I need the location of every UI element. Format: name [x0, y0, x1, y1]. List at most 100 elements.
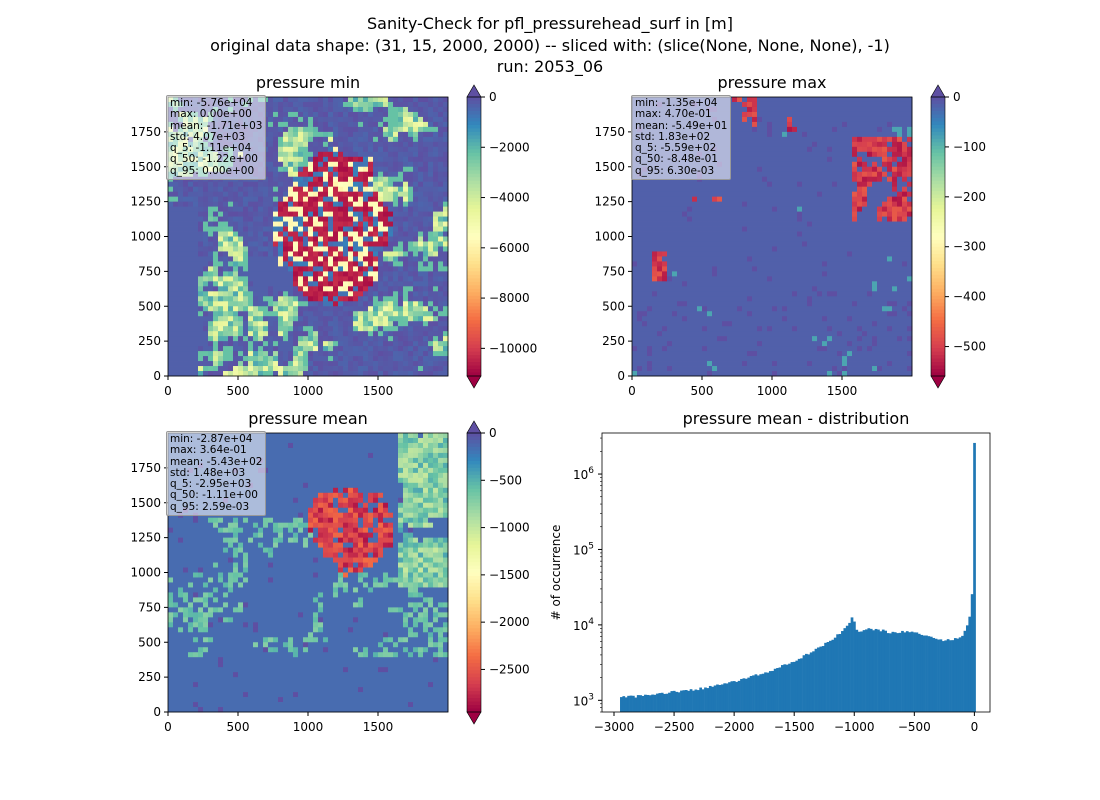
heatmap-cell [363, 341, 369, 347]
heatmap-cell [742, 181, 748, 188]
heatmap-cell [228, 201, 234, 208]
heatmap-cell [687, 181, 693, 188]
heatmap-cell [403, 126, 409, 133]
heatmap-cell [383, 181, 389, 188]
heatmap-cell [762, 171, 768, 178]
heatmap-cell [333, 341, 339, 347]
heatmap-cell [288, 121, 294, 128]
heatmap-cell [308, 326, 314, 332]
heatmap-cell [403, 136, 409, 143]
heatmap-cell [313, 151, 319, 158]
heatmap-cell [782, 106, 788, 113]
heatmap-cell [258, 371, 264, 377]
heatmap-cell [418, 226, 424, 232]
heatmap-cell [318, 196, 324, 203]
heatmap-cell [408, 126, 414, 133]
heatmap-cell [438, 251, 444, 257]
heatmap-cell [288, 97, 294, 103]
heatmap-cell [772, 341, 778, 347]
heatmap-cell [433, 136, 439, 143]
heatmap-cell [273, 336, 279, 342]
heatmap-cell [767, 201, 773, 208]
heatmap-cell [383, 366, 389, 372]
heatmap-cell [408, 156, 414, 163]
heatmap-cell [732, 306, 738, 312]
heatmap-cell [782, 97, 788, 103]
heatmap-cell [238, 261, 244, 267]
heatmap-cell [697, 356, 703, 362]
heatmap-cell [712, 316, 718, 322]
heatmap-cell [722, 246, 728, 252]
heatmap-cell [438, 191, 444, 198]
heatmap-cell [348, 226, 354, 232]
heatmap-cell [378, 201, 384, 208]
heatmap-cell [303, 216, 309, 222]
heatmap-cell [747, 136, 753, 143]
colorbar-segment [467, 267, 481, 272]
heatmap-cell [702, 201, 708, 208]
heatmap-cell [283, 171, 289, 178]
heatmap-cell [248, 356, 254, 362]
heatmap-cell [657, 181, 663, 188]
heatmap-cell [747, 131, 753, 138]
heatmap-cell [697, 311, 703, 317]
heatmap-cell [333, 216, 339, 222]
heatmap-cell [358, 236, 364, 242]
heatmap-cell [383, 331, 389, 337]
heatmap-cell [782, 351, 788, 357]
heatmap-cell [702, 241, 708, 247]
heatmap-cell [677, 366, 683, 372]
heatmap-cell [742, 326, 748, 332]
heatmap-cell [353, 331, 359, 337]
heatmap-cell [368, 206, 374, 212]
heatmap-cell [248, 271, 254, 277]
heatmap-cell [208, 351, 214, 357]
heatmap-cell [438, 246, 444, 252]
heatmap-cell [213, 276, 219, 282]
heatmap-cell [343, 306, 349, 312]
heatmap-cell [717, 351, 723, 357]
heatmap-cell [757, 126, 763, 133]
heatmap-cell [358, 171, 364, 178]
heatmap-cell [278, 131, 284, 138]
heatmap-cell [348, 251, 354, 257]
heatmap-cell [692, 321, 698, 327]
heatmap-cell [173, 226, 179, 232]
heatmap-cell [193, 261, 199, 267]
heatmap-cell [677, 291, 683, 297]
heatmap-cell [423, 351, 429, 357]
heatmap-cell [413, 276, 419, 282]
heatmap-cell [403, 316, 409, 322]
heatmap-cell [747, 246, 753, 252]
heatmap-cell [423, 221, 429, 227]
heatmap-cell [677, 306, 683, 312]
heatmap-cell [343, 216, 349, 222]
heatmap-cell [737, 191, 743, 198]
heatmap-cell [338, 131, 344, 138]
heatmap-cell [657, 291, 663, 297]
colorbar-segment [467, 309, 481, 314]
heatmap-cell [732, 361, 738, 367]
heatmap-cell [313, 351, 319, 357]
heatmap-cell [732, 166, 738, 173]
heatmap-cell [318, 166, 324, 173]
heatmap-cell [433, 311, 439, 317]
heatmap-cell [178, 296, 184, 302]
heatmap-cell [702, 256, 708, 262]
heatmap-cell [413, 301, 419, 307]
heatmap-cell [218, 321, 224, 327]
heatmap-cell [258, 301, 264, 307]
heatmap-cell [363, 146, 369, 153]
heatmap-cell [343, 196, 349, 203]
heatmap-cell [268, 116, 274, 123]
heatmap-cell [707, 181, 713, 188]
heatmap-cell [203, 211, 209, 217]
heatmap-cell [353, 311, 359, 317]
heatmap-cell [707, 256, 713, 262]
heatmap-cell [747, 216, 753, 222]
heatmap-cell [742, 256, 748, 262]
heatmap-cell [657, 331, 663, 337]
heatmap-cell [208, 241, 214, 247]
heatmap-cell [777, 276, 783, 282]
